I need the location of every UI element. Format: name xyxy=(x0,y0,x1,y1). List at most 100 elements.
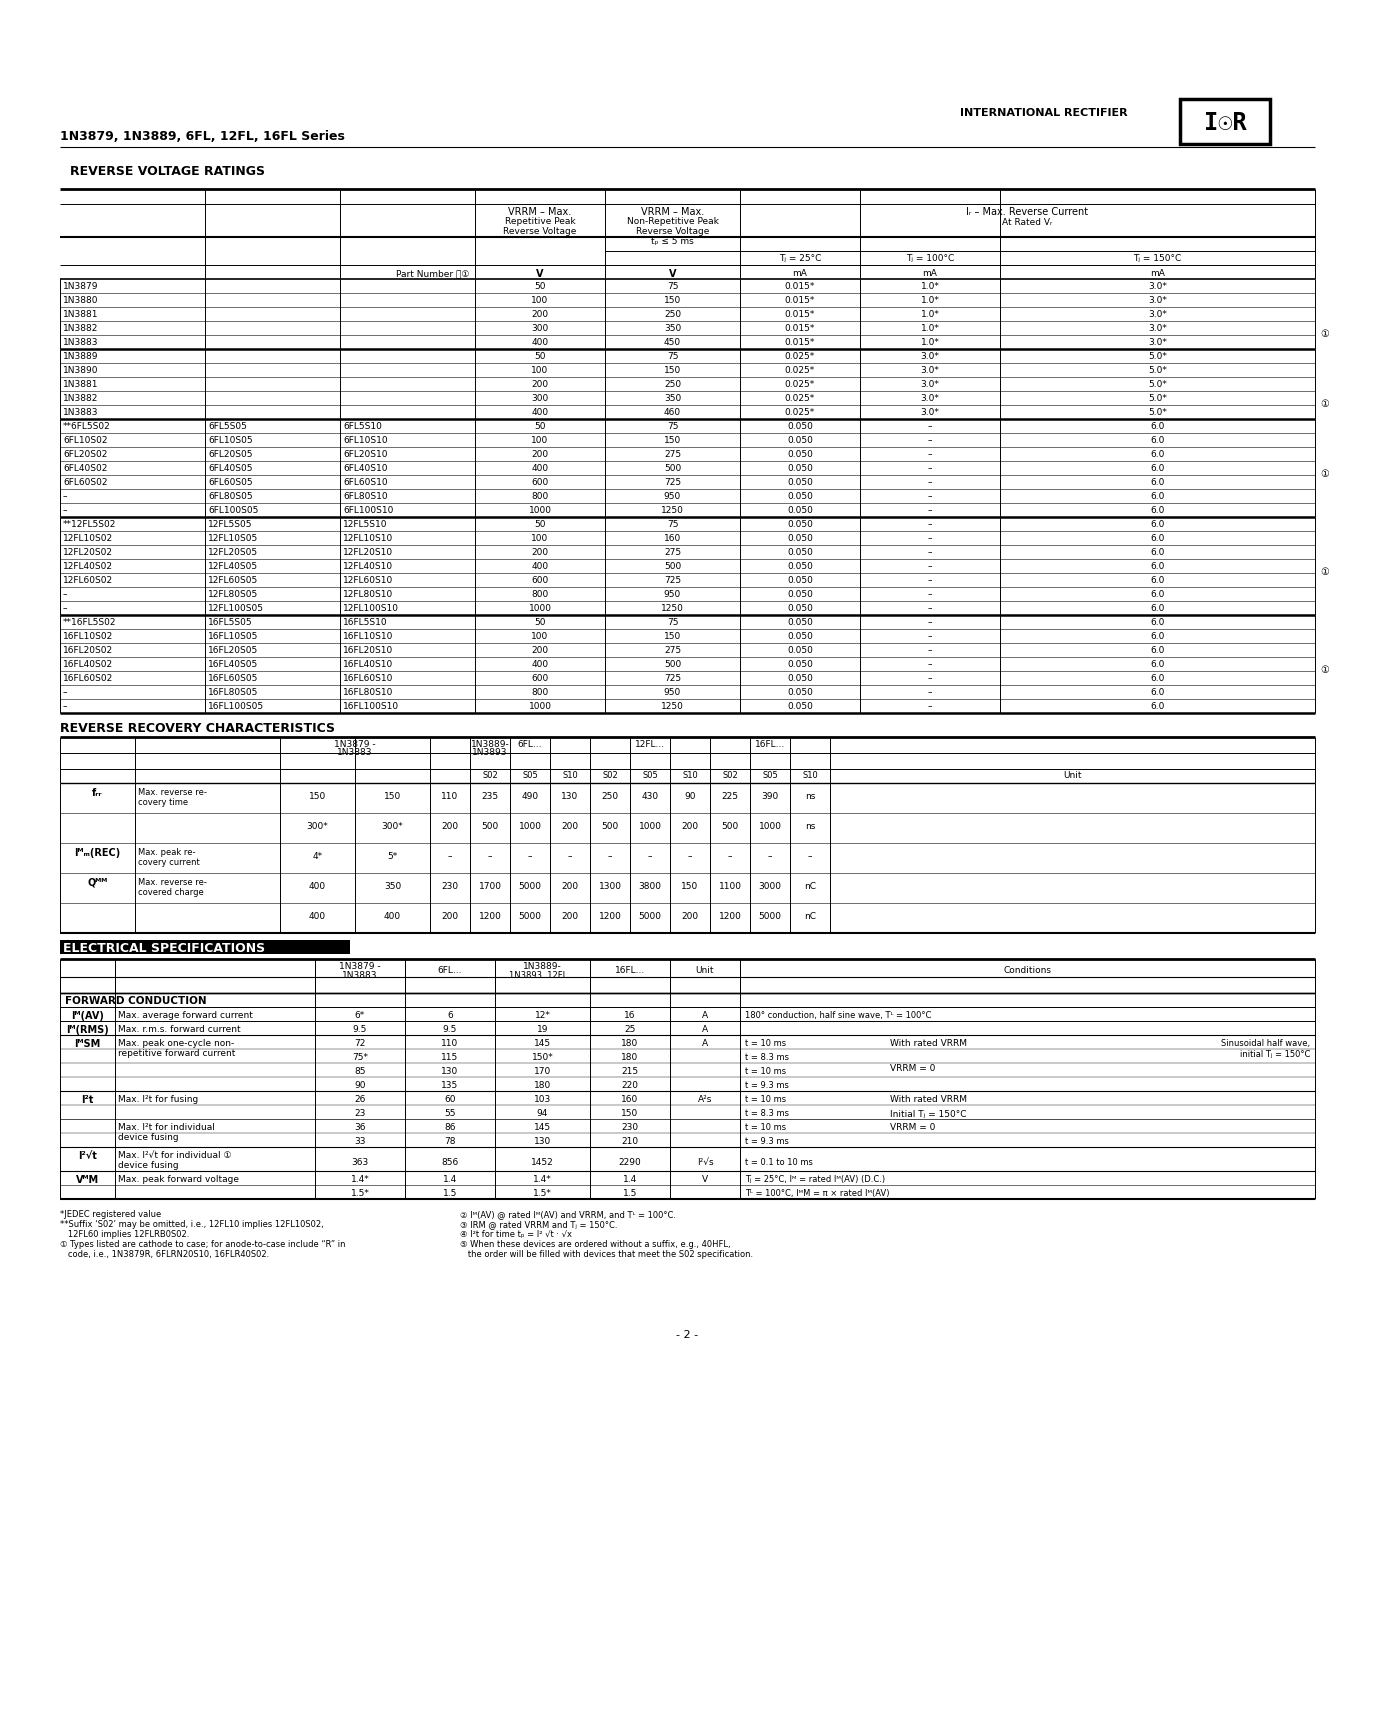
Text: 6.0: 6.0 xyxy=(1151,464,1165,473)
Text: 1452: 1452 xyxy=(531,1157,554,1166)
Text: FORWARD CONDUCTION: FORWARD CONDUCTION xyxy=(65,996,206,1006)
Text: 5000: 5000 xyxy=(518,912,542,920)
Text: device fusing: device fusing xyxy=(118,1160,179,1169)
Text: Iᵣ – Max. Reverse Current: Iᵣ – Max. Reverse Current xyxy=(967,207,1089,218)
Text: 800: 800 xyxy=(531,492,549,500)
Text: –: – xyxy=(928,687,932,696)
Text: –: – xyxy=(63,590,67,598)
Text: ⑤ When these devices are ordered without a suffix, e.g., 40HFL,: ⑤ When these devices are ordered without… xyxy=(461,1239,730,1248)
Text: Max. average forward current: Max. average forward current xyxy=(118,1011,253,1020)
Text: tₚ ≤ 5 ms: tₚ ≤ 5 ms xyxy=(652,237,694,245)
Text: S02: S02 xyxy=(483,771,498,780)
Text: 200: 200 xyxy=(561,881,579,891)
Text: 5.0*: 5.0* xyxy=(1148,351,1167,360)
Text: 1250: 1250 xyxy=(661,506,683,514)
Text: 725: 725 xyxy=(664,478,681,487)
Text: **6FL5S02: **6FL5S02 xyxy=(63,422,111,430)
Text: Sinusoidal half wave,: Sinusoidal half wave, xyxy=(1221,1039,1310,1047)
Text: S05: S05 xyxy=(642,771,657,780)
Text: 12FL40S02: 12FL40S02 xyxy=(63,562,113,571)
Text: 12FL10S05: 12FL10S05 xyxy=(208,533,258,543)
Text: 1.0*: 1.0* xyxy=(920,338,939,346)
Text: 6FL40S10: 6FL40S10 xyxy=(342,464,388,473)
Text: 6FL10S02: 6FL10S02 xyxy=(63,435,107,444)
Text: A: A xyxy=(701,1039,708,1047)
Text: 5000: 5000 xyxy=(518,881,542,891)
Text: ①: ① xyxy=(1320,665,1328,675)
Text: 16FL20S10: 16FL20S10 xyxy=(342,646,393,655)
Text: 950: 950 xyxy=(664,687,681,696)
Text: 235: 235 xyxy=(481,792,499,800)
Text: mA: mA xyxy=(792,269,807,278)
Text: –: – xyxy=(807,852,813,860)
Text: 6FL5S05: 6FL5S05 xyxy=(208,422,248,430)
Text: 6FL80S10: 6FL80S10 xyxy=(342,492,388,500)
Text: 725: 725 xyxy=(664,576,681,584)
Text: Iᴹ(AV): Iᴹ(AV) xyxy=(72,1011,104,1020)
Text: 16FL...: 16FL... xyxy=(755,739,785,749)
Text: Max. peak re-: Max. peak re- xyxy=(138,847,195,857)
Text: 86: 86 xyxy=(444,1123,455,1131)
Text: t = 8.3 ms: t = 8.3 ms xyxy=(745,1109,789,1118)
Text: ①: ① xyxy=(1320,468,1328,478)
Text: 500: 500 xyxy=(664,660,681,668)
Text: 180: 180 xyxy=(622,1052,638,1061)
Text: 1N3882: 1N3882 xyxy=(63,324,99,333)
Text: 0.050: 0.050 xyxy=(786,449,813,459)
Text: 16FL60S02: 16FL60S02 xyxy=(63,674,113,682)
Text: S05: S05 xyxy=(762,771,778,780)
Text: 150: 150 xyxy=(682,881,698,891)
Text: 220: 220 xyxy=(622,1080,638,1090)
Text: 0.015*: 0.015* xyxy=(785,281,815,291)
Text: 200: 200 xyxy=(531,310,549,319)
Text: –: – xyxy=(928,646,932,655)
Text: 100: 100 xyxy=(531,435,549,444)
Text: 100: 100 xyxy=(531,632,549,641)
Text: 2290: 2290 xyxy=(619,1157,641,1166)
Text: 6.0: 6.0 xyxy=(1151,617,1165,627)
Text: t = 8.3 ms: t = 8.3 ms xyxy=(745,1052,789,1061)
Text: 950: 950 xyxy=(664,590,681,598)
Text: 23: 23 xyxy=(355,1109,366,1118)
Text: –: – xyxy=(928,660,932,668)
Text: 6FL40S02: 6FL40S02 xyxy=(63,464,107,473)
Text: 1N3883: 1N3883 xyxy=(337,747,373,756)
Text: 75: 75 xyxy=(667,351,678,360)
Text: –: – xyxy=(63,506,67,514)
Text: 1250: 1250 xyxy=(661,603,683,612)
Text: 0.050: 0.050 xyxy=(786,464,813,473)
Text: 12FL20S10: 12FL20S10 xyxy=(342,548,393,557)
Text: 3.0*: 3.0* xyxy=(920,351,939,360)
Text: 115: 115 xyxy=(441,1052,459,1061)
Text: 230: 230 xyxy=(622,1123,638,1131)
Text: –: – xyxy=(63,492,67,500)
Text: 1N3883: 1N3883 xyxy=(63,338,99,346)
Text: the order will be filled with devices that meet the S02 specification.: the order will be filled with devices th… xyxy=(461,1250,754,1258)
Text: covery time: covery time xyxy=(138,797,188,807)
Text: 0.050: 0.050 xyxy=(786,576,813,584)
Text: V: V xyxy=(701,1174,708,1183)
Text: 0.025*: 0.025* xyxy=(785,408,815,417)
Text: –: – xyxy=(767,852,773,860)
Text: 150*: 150* xyxy=(532,1052,553,1061)
Text: 12FL...: 12FL... xyxy=(635,739,666,749)
Text: Part Number Ⓑ①: Part Number Ⓑ① xyxy=(396,269,470,278)
Text: t = 10 ms: t = 10 ms xyxy=(745,1066,786,1075)
Text: 72: 72 xyxy=(355,1039,366,1047)
Text: –: – xyxy=(63,701,67,711)
Text: –: – xyxy=(928,422,932,430)
Text: ns: ns xyxy=(804,821,815,831)
Text: 0.050: 0.050 xyxy=(786,562,813,571)
Text: 3.0*: 3.0* xyxy=(1148,324,1167,333)
Text: 0.015*: 0.015* xyxy=(785,338,815,346)
Text: 200: 200 xyxy=(441,821,458,831)
Text: 1N3879, 1N3889, 6FL, 12FL, 16FL Series: 1N3879, 1N3889, 6FL, 12FL, 16FL Series xyxy=(60,130,345,142)
Text: ELECTRICAL SPECIFICATIONS: ELECTRICAL SPECIFICATIONS xyxy=(63,943,265,955)
Text: 12FL20S05: 12FL20S05 xyxy=(208,548,258,557)
Text: 16FL...: 16FL... xyxy=(615,965,645,975)
Text: 400: 400 xyxy=(531,562,549,571)
Text: S02: S02 xyxy=(602,771,617,780)
Text: –: – xyxy=(528,852,532,860)
Text: 145: 145 xyxy=(534,1123,551,1131)
Text: 4*: 4* xyxy=(312,852,323,860)
